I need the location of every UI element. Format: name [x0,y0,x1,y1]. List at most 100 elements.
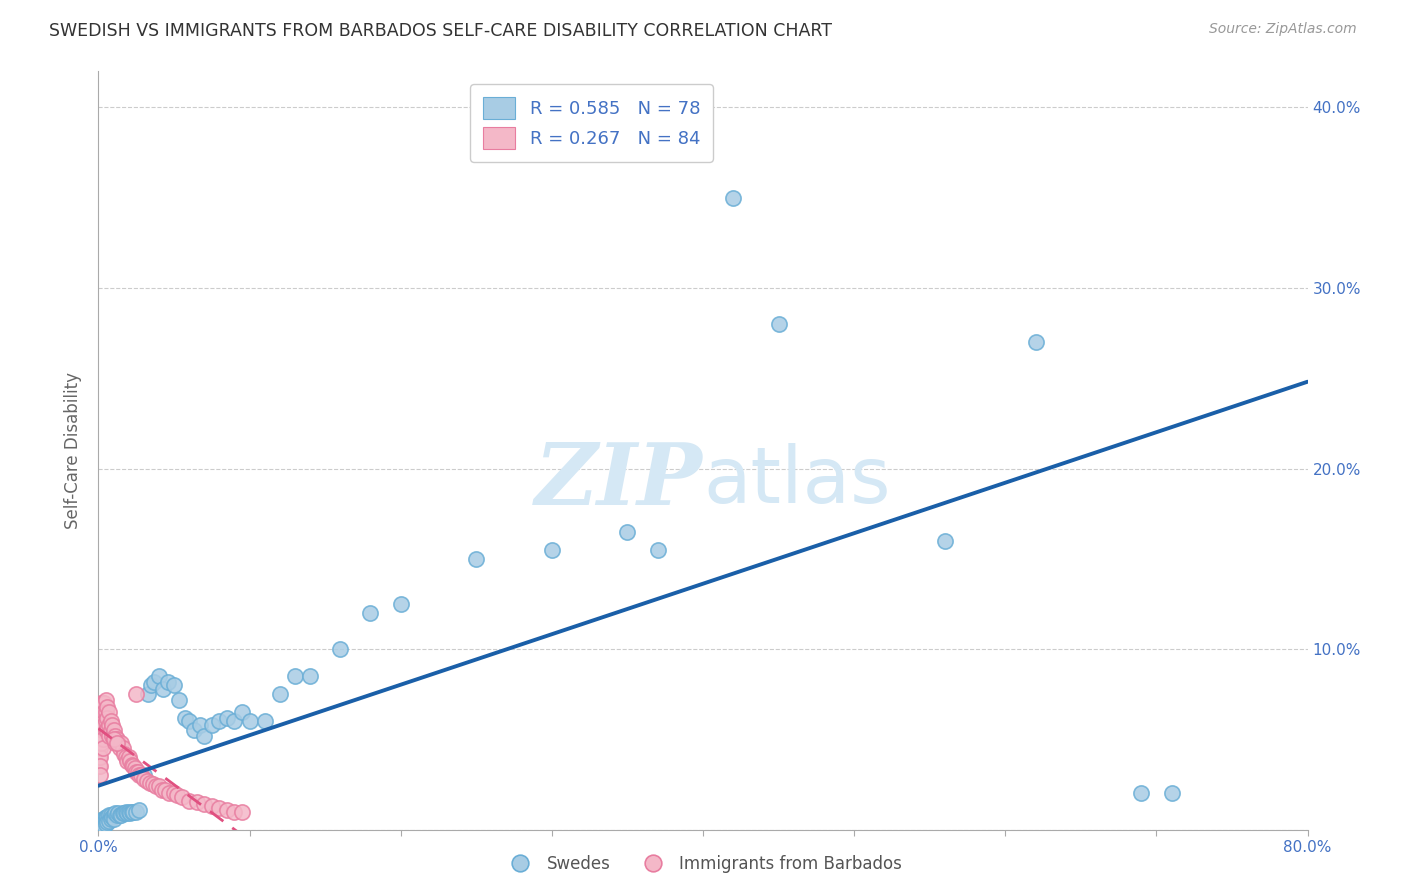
Point [215,711,238,725]
Point [141,678,163,692]
Point [89,821,111,835]
Point [148,669,170,683]
Point [111,806,134,821]
Text: atlas: atlas [703,442,890,519]
Point [100,808,122,822]
Point [105,808,128,822]
Point [132,772,155,786]
Point [91,714,114,729]
Point [94,705,117,719]
Point [104,806,127,821]
Point [101,718,124,732]
Point [121,805,143,819]
Point [93,718,115,732]
Point [103,812,125,826]
Point [90,819,112,833]
Point [94,814,117,828]
Point [163,787,186,801]
Point [98,729,121,743]
Point [120,754,142,768]
Point [108,808,131,822]
Point [142,777,165,791]
Point [329,642,352,657]
Point [89,817,111,831]
Point [94,817,117,831]
Point [127,764,149,779]
Point [284,669,307,683]
Point [125,764,148,779]
Point [115,754,138,768]
Point [115,806,138,821]
Point [100,812,122,826]
Point [90,723,112,738]
Point [101,729,124,743]
Point [1130,787,1153,801]
Point [104,736,127,750]
Point [96,699,118,714]
Point [118,750,141,764]
Point [224,805,246,819]
Point [93,819,115,833]
Point [91,741,114,756]
Point [94,810,117,824]
Point [125,805,148,819]
Point [108,741,131,756]
Point [114,750,136,764]
Point [647,542,669,557]
Point [112,747,135,761]
Point [89,732,111,747]
Point [91,732,114,747]
Point [152,681,174,696]
Point [105,736,128,750]
Point [465,551,488,566]
Point [91,812,114,826]
Point [91,696,114,710]
Point [120,806,142,821]
Point [136,687,159,701]
Point [723,191,745,205]
Point [90,696,112,710]
Point [173,711,195,725]
Point [104,729,127,743]
Point [105,732,128,747]
Point [1024,335,1046,350]
Point [89,741,111,756]
Point [91,814,114,828]
Point [89,768,111,782]
Point [231,705,253,719]
Point [1160,787,1182,801]
Point [159,787,181,801]
Point [93,812,115,826]
Point [98,705,121,719]
Point [96,810,118,824]
Point [167,692,190,706]
Point [91,705,114,719]
Point [110,808,132,822]
Point [122,759,145,773]
Point [135,773,157,788]
Point [107,736,129,750]
Point [90,705,112,719]
Point [768,317,790,331]
Point [201,718,224,732]
Point [101,810,124,824]
Point [93,815,115,830]
Point [179,714,201,729]
Point [90,815,112,830]
Point [139,775,162,789]
Point [934,533,956,548]
Point [253,714,276,729]
Point [89,815,111,830]
Point [107,806,129,821]
Point [98,808,121,822]
Point [132,768,155,782]
Point [89,759,111,773]
Point [90,817,112,831]
Point [94,723,117,738]
Point [145,779,167,793]
Point [360,606,382,620]
Point [156,674,179,689]
Point [103,732,125,747]
Point [91,723,114,738]
Point [179,794,201,808]
